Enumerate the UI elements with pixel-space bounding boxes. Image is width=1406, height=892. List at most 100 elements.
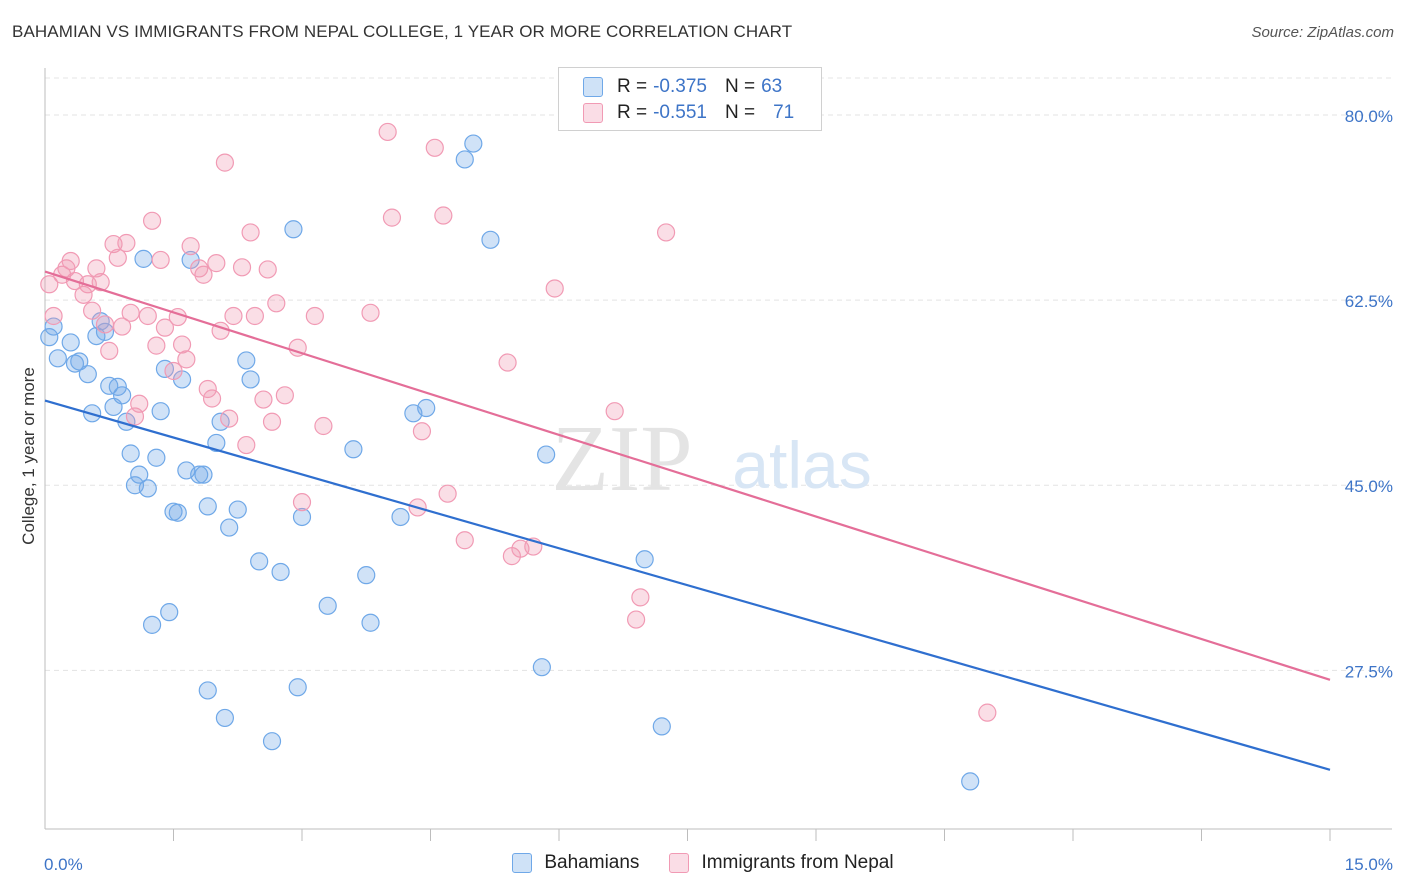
source-label: Source: ZipAtlas.com [1251, 24, 1394, 41]
bahamian-point [130, 465, 149, 484]
nepal-point [194, 265, 213, 284]
nepal-point [138, 306, 157, 326]
nepal-point [237, 435, 256, 455]
nepal-point [215, 153, 234, 172]
bahamian-point [344, 440, 363, 459]
nepal-point [44, 306, 63, 326]
nepal-point [382, 208, 402, 227]
bahamian-point [207, 433, 226, 453]
nepal-point [241, 223, 260, 242]
bahamian-point [151, 402, 170, 421]
nepal-point [361, 303, 380, 322]
nepal-point [232, 258, 252, 277]
bahamian-point [78, 365, 97, 384]
bahamian-point [288, 678, 307, 697]
watermark-atlas: atlas [732, 428, 871, 502]
bahamian-point [61, 333, 80, 352]
legend-label-nepal: Immigrants from Nepal [701, 852, 894, 873]
r-label: R = [617, 102, 648, 123]
bahamian-point [220, 518, 239, 537]
nepal-point [498, 353, 517, 372]
nepal-point [164, 361, 183, 381]
n-value: 63 [761, 76, 783, 97]
bahamian-point [284, 220, 303, 239]
x-tick-label-max: 15.0% [1345, 855, 1393, 874]
bahamian-point [292, 507, 312, 527]
chart-title: BAHAMIAN VS IMMIGRANTS FROM NEPAL COLLEG… [12, 22, 793, 41]
legend-item-bahamians[interactable]: Bahamians [512, 852, 639, 874]
bahamian-point [532, 658, 551, 677]
legend-swatch-nepal [583, 103, 603, 123]
nepal-point [545, 279, 564, 298]
bahamian-point [464, 134, 483, 153]
nepal-point [155, 318, 175, 337]
nepal-point [258, 260, 277, 279]
n-label: N = [724, 102, 756, 123]
nepal-point [275, 386, 294, 405]
nepal-point [147, 336, 166, 355]
bahamian-point [70, 352, 89, 371]
nepal-point [151, 250, 170, 270]
nepal-point [142, 211, 162, 230]
nepal-point [434, 206, 453, 225]
r-value: -0.375 [653, 76, 707, 97]
nepal-point [656, 223, 676, 242]
bahamian-point [112, 386, 132, 405]
nepal-trend-line [44, 270, 1331, 681]
nepal-point [605, 402, 624, 421]
nepal-point [202, 389, 222, 408]
bahamian-point [168, 503, 187, 522]
nepal-point [220, 409, 239, 428]
bahamian-point [160, 603, 179, 622]
r-label: R = [617, 76, 648, 97]
bahamian-point [361, 613, 380, 632]
bahamian-point [134, 249, 153, 268]
bahamian-point [318, 596, 337, 615]
legend-item-nepal[interactable]: Immigrants from Nepal [669, 852, 894, 874]
bahamian-point [198, 681, 217, 700]
nepal-point [91, 273, 110, 292]
bahamian-point [271, 562, 290, 582]
legend-row-bahamians: R = -0.375 N = 63 [583, 75, 782, 99]
nepal-point [455, 531, 474, 550]
nepal-point [305, 306, 324, 326]
series-legend: Bahamians Immigrants from Nepal [0, 852, 1406, 874]
bahamian-point [138, 479, 157, 498]
bahamian-point [262, 732, 282, 751]
nepal-point [177, 350, 196, 369]
nepal-point [245, 306, 264, 326]
y-tick-label: 80.0% [1345, 107, 1393, 126]
y-tick-label: 27.5% [1345, 662, 1393, 681]
y-tick-label: 45.0% [1345, 477, 1393, 496]
nepal-point [198, 379, 217, 399]
bahamian-point [455, 150, 474, 169]
nepal-point [314, 416, 333, 436]
bahamian-point [48, 349, 67, 368]
nepal-point [104, 234, 123, 254]
bahamian-point [40, 328, 59, 347]
nepal-point [181, 237, 200, 256]
nepal-point [100, 341, 119, 360]
nepal-point [262, 412, 282, 431]
bahamian-point [215, 708, 234, 728]
bahamian-point [147, 448, 166, 467]
bahamian-point [417, 398, 436, 418]
bahamian-point [537, 445, 556, 464]
nepal-point [224, 306, 243, 326]
nepal-point [130, 394, 149, 413]
nepal-point [83, 301, 102, 320]
nepal-point [74, 285, 93, 304]
legend-swatch-nepal [669, 853, 690, 873]
tick-labels: 27.5% 45.0% 62.5% 80.0% 0.0% 15.0% [44, 107, 1393, 874]
nepal-point [412, 422, 432, 441]
nepal-point [117, 233, 136, 253]
nepal-point [425, 138, 444, 157]
bahamian-point [237, 351, 256, 370]
nepal-point [87, 259, 106, 278]
nepal-point [267, 294, 286, 313]
bahamian-point [121, 444, 140, 463]
bahamian-point [108, 377, 127, 396]
legend-swatch-bahamians [512, 853, 533, 873]
bahamians-trend-line [44, 399, 1331, 771]
